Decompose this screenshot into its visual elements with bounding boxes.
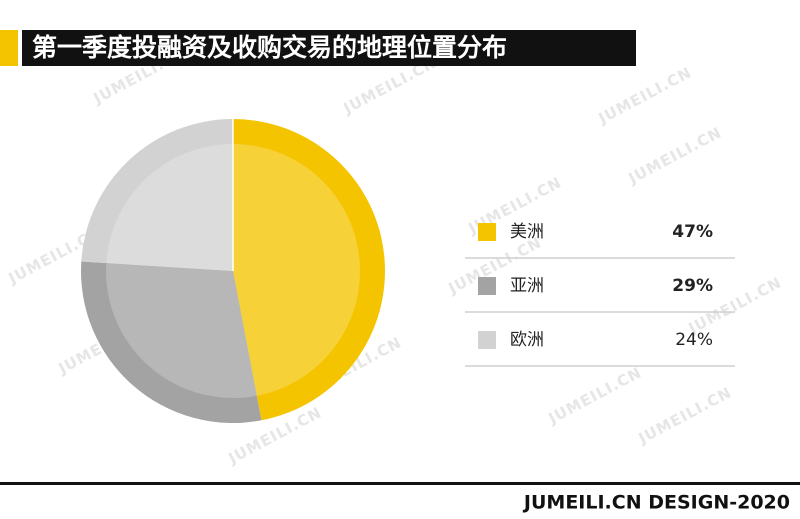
legend-swatch: [478, 223, 496, 241]
legend-label: 亚洲: [510, 276, 544, 296]
value-label: 47%: [672, 222, 713, 242]
watermark: JUMEILI.CN: [625, 123, 725, 188]
title-bar: [22, 30, 636, 66]
pie-slice-inner: [105, 263, 257, 399]
footer-rule: [0, 482, 800, 485]
legend-label: 美洲: [510, 222, 544, 242]
pie: [80, 119, 386, 423]
watermark: JUMEILI.CN: [545, 363, 645, 428]
value-label: 24%: [675, 330, 713, 350]
legend-swatch: [478, 331, 496, 349]
legend: 美洲 47% 亚洲 29% 欧洲 24%: [465, 222, 735, 367]
legend-label: 欧洲: [510, 330, 544, 350]
watermark: JUMEILI.CN: [595, 63, 695, 128]
chart-title: 第一季度投融资及收购交易的地理位置分布: [32, 33, 507, 62]
pie-slice-inner: [233, 144, 361, 396]
legend-swatch: [478, 277, 496, 295]
watermark: JUMEILI.CN: [635, 383, 735, 448]
footer: JUMEILI.CN DESIGN-2020: [522, 492, 790, 514]
pie-slice-inner: [106, 143, 233, 271]
value-label: 29%: [672, 276, 713, 296]
title-accent: [0, 30, 18, 66]
